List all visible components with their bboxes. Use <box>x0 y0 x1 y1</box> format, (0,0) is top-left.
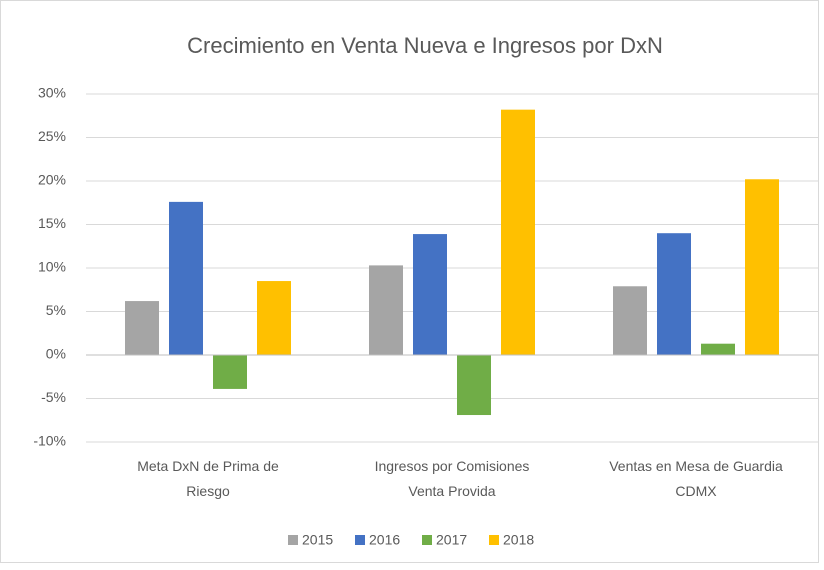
chart-title: Crecimiento en Venta Nueva e Ingresos po… <box>187 33 663 58</box>
x-tick-label-line: Ventas en Mesa de Guardia <box>609 458 783 474</box>
legend-swatch <box>489 535 499 545</box>
bar <box>413 234 447 355</box>
bar <box>257 281 291 355</box>
bar <box>213 355 247 389</box>
bar <box>657 233 691 355</box>
legend-swatch <box>422 535 432 545</box>
x-tick-label-line: CDMX <box>675 483 717 499</box>
bar <box>125 301 159 355</box>
x-tick-label-line: Riesgo <box>186 483 230 499</box>
x-tick-label: Meta DxN de Prima de Riesgo <box>137 458 279 499</box>
y-tick-label: -5% <box>41 389 66 405</box>
legend-swatch <box>288 535 298 545</box>
x-tick-label-line: Venta Provida <box>408 483 495 499</box>
y-tick-label: 0% <box>46 346 66 362</box>
x-tick-label-line: Meta DxN de Prima de <box>137 458 279 474</box>
y-tick-label: 15% <box>38 215 66 231</box>
x-tick-label: Ventas en Mesa de Guardia CDMX <box>609 458 783 499</box>
bar <box>369 265 403 355</box>
y-tick-label: -10% <box>33 433 66 449</box>
legend-label: 2016 <box>369 532 400 548</box>
bar <box>169 201 203 355</box>
legend-swatch <box>355 535 365 545</box>
x-tick-label-line: Ingresos por Comisiones <box>375 458 530 474</box>
bar <box>745 179 779 355</box>
y-tick-label: 30% <box>38 85 66 101</box>
legend-label: 2015 <box>302 532 333 548</box>
bar <box>457 355 491 416</box>
y-tick-label: 5% <box>46 302 66 318</box>
bar <box>501 109 535 355</box>
y-tick-label: 25% <box>38 128 66 144</box>
legend-label: 2018 <box>503 532 534 548</box>
y-tick-label: 10% <box>38 259 66 275</box>
legend-label: 2017 <box>436 532 467 548</box>
bar <box>701 343 735 355</box>
x-tick-label: Ingresos por Comisiones Venta Provida <box>375 458 530 499</box>
bar <box>613 286 647 355</box>
y-tick-label: 20% <box>38 172 66 188</box>
